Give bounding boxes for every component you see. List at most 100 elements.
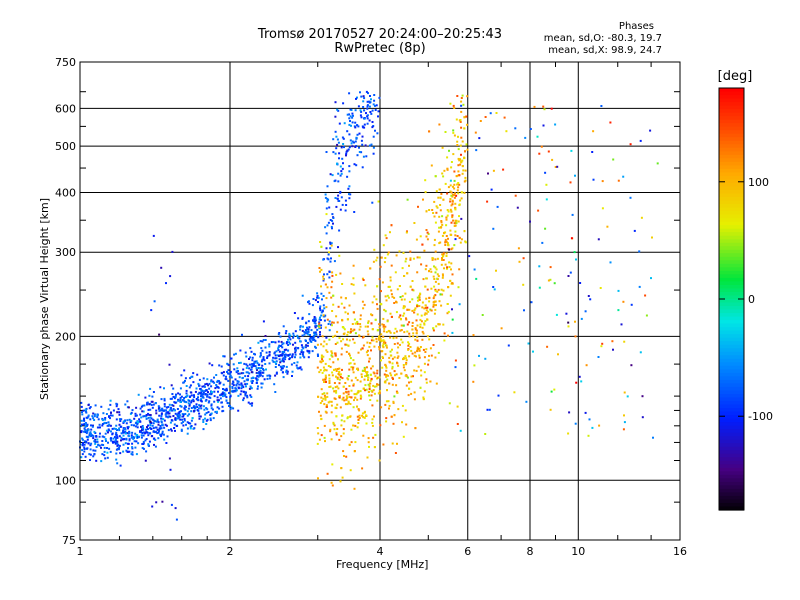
data-point [168,415,170,418]
data-point [527,342,530,345]
data-point [343,455,345,457]
data-point [285,342,288,345]
data-point [441,258,443,261]
data-point [155,420,158,423]
data-point [294,349,297,352]
data-point [364,384,367,387]
data-point [360,151,363,154]
data-point [644,294,647,297]
data-point [444,238,447,241]
data-point [380,333,383,336]
data-point [348,92,351,95]
data-point [393,414,396,417]
data-point [154,402,157,404]
data-point [359,397,362,400]
data-point [309,339,312,342]
data-point [332,303,335,306]
data-point [239,361,242,364]
data-point [408,381,410,384]
data-point [98,444,101,447]
data-point [266,357,269,359]
data-point [337,172,340,175]
data-point [249,347,252,350]
data-point [81,438,84,441]
data-point [143,404,146,407]
data-point [197,396,199,399]
data-point [544,171,547,174]
data-point [378,96,381,99]
data-point [221,392,224,395]
data-point [198,417,201,420]
data-point [433,265,435,268]
data-point [177,399,180,402]
data-point [350,428,353,431]
data-point [402,356,405,359]
data-point [148,413,151,416]
data-point [207,384,210,387]
data-point [198,404,201,407]
data-point [377,392,380,395]
data-point [292,336,295,339]
data-point [425,309,428,312]
data-point [183,397,186,399]
data-point [251,382,254,384]
data-point [391,357,394,360]
data-point [330,244,333,247]
data-point [339,272,342,275]
data-point [418,305,421,307]
data-point [180,374,183,377]
data-point [324,193,327,196]
data-point [384,363,387,366]
data-point [294,356,296,359]
data-point [338,370,341,373]
data-point [398,250,401,253]
data-point [431,209,434,211]
data-point [306,344,309,347]
data-point [540,145,543,148]
data-point [348,443,351,446]
data-point [457,192,460,195]
data-point [219,394,222,397]
data-point [601,207,604,210]
data-point [135,406,138,409]
data-point [274,361,277,364]
data-point [277,345,280,348]
data-point [331,271,334,274]
data-point [377,337,380,340]
data-point [232,380,235,383]
data-point [185,395,188,398]
data-point [329,365,332,368]
colorbar-segment [719,116,744,121]
data-point [368,445,370,448]
data-point [238,376,241,379]
colorbar-segment [719,439,744,444]
data-point [132,435,135,438]
colorbar-segment [719,443,744,448]
data-point [323,381,325,383]
data-point [149,416,152,419]
data-point [428,338,431,341]
data-point [424,285,427,288]
data-point [184,379,186,382]
data-point [176,408,179,410]
data-point [272,341,275,343]
data-point [194,423,197,426]
data-point [428,130,431,133]
data-point [336,378,339,381]
data-point [225,399,228,402]
colorbar-segment [719,386,744,392]
data-point [275,363,278,365]
data-point [148,403,151,406]
data-point [414,328,417,331]
data-point [354,126,357,129]
data-point [362,387,365,390]
data-point [208,382,211,385]
data-point [162,433,165,436]
data-point [356,405,358,408]
data-point [246,394,249,397]
data-point [363,123,366,126]
data-point [299,328,302,331]
data-point [149,408,152,411]
data-point [99,432,101,435]
data-point [405,359,408,362]
